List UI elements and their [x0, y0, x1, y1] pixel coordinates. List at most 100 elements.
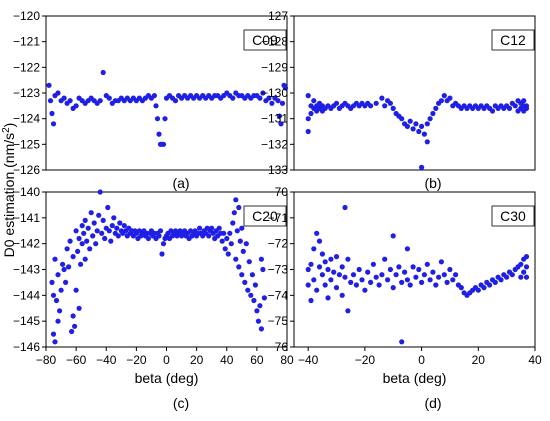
data-point [373, 274, 379, 280]
data-point [308, 110, 314, 117]
y-tick-label: −143 [13, 263, 40, 277]
data-point [269, 100, 275, 106]
data-point [260, 90, 266, 96]
data-point [518, 261, 524, 267]
data-point [404, 123, 410, 129]
y-tick-label: −74 [268, 288, 289, 302]
y-tick-label: −124 [13, 112, 40, 126]
x-tick-label: −40 [96, 353, 117, 367]
data-point [69, 328, 75, 335]
data-point [233, 256, 239, 262]
y-tick-label: −140 [13, 185, 40, 199]
data-point [197, 225, 203, 231]
data-point [308, 261, 314, 267]
panel-sublabel: (a) [172, 175, 189, 191]
data-point [243, 241, 249, 247]
data-point [64, 246, 70, 252]
data-point [504, 274, 510, 280]
panel-tag-box [243, 205, 287, 227]
data-point [362, 287, 368, 293]
data-point [339, 264, 345, 270]
data-point [58, 287, 64, 293]
data-point [233, 197, 239, 203]
data-point [105, 204, 111, 211]
data-point [368, 279, 374, 285]
data-point [342, 204, 348, 211]
data-point [75, 248, 81, 254]
data-point [242, 279, 248, 285]
data-point [114, 225, 120, 231]
data-point [387, 100, 393, 106]
data-point [390, 285, 396, 291]
data-point [305, 266, 311, 273]
data-point [278, 121, 284, 127]
y-tick-label: −128 [261, 35, 288, 49]
data-point [230, 95, 236, 101]
data-point [73, 103, 79, 109]
data-point [316, 238, 323, 244]
data-point [311, 277, 317, 283]
data-point [221, 230, 227, 236]
y-tick-label: −70 [268, 185, 289, 199]
data-point [266, 95, 272, 101]
data-point [404, 277, 410, 283]
data-point [91, 220, 97, 226]
panel-tag: C30 [500, 208, 526, 224]
data-point [311, 246, 317, 252]
data-point [433, 282, 439, 288]
data-point [427, 116, 433, 122]
data-point [399, 116, 405, 122]
data-point [419, 279, 425, 285]
data-point [336, 272, 342, 278]
data-point [328, 256, 334, 262]
data-point [109, 223, 115, 229]
data-point [225, 251, 231, 257]
data-point [498, 277, 504, 283]
y-tick-label: −129 [261, 60, 288, 74]
data-point [382, 256, 388, 262]
data-point [60, 261, 66, 267]
data-point [260, 266, 266, 273]
data-point [438, 98, 444, 104]
data-point [228, 241, 234, 247]
data-point [257, 303, 263, 309]
data-point [333, 100, 340, 106]
data-point [97, 98, 103, 104]
data-point [156, 131, 162, 137]
data-point [506, 105, 513, 111]
data-point [509, 272, 515, 278]
data-point [311, 98, 317, 104]
x-tick-label: −60 [66, 353, 87, 367]
y-tick-label: −144 [13, 288, 40, 302]
data-point [172, 98, 179, 104]
data-point [240, 248, 246, 254]
data-point [333, 254, 340, 260]
data-point [100, 69, 106, 76]
data-point [67, 98, 73, 104]
data-point [523, 264, 530, 270]
data-point [52, 256, 58, 262]
data-point [258, 256, 264, 262]
y-tick-label: −130 [261, 86, 288, 100]
data-point [88, 210, 94, 216]
data-point [305, 128, 311, 135]
data-point [387, 266, 393, 273]
panel-sublabel: (d) [424, 395, 441, 411]
data-point [222, 246, 228, 252]
data-point [157, 228, 164, 234]
data-point [227, 230, 233, 236]
data-point [245, 287, 251, 293]
data-point [441, 93, 447, 99]
y-tick-label: −125 [13, 137, 40, 151]
data-point [492, 279, 498, 285]
data-point [379, 95, 385, 101]
data-point [50, 292, 57, 298]
data-point [322, 282, 328, 288]
data-point [447, 95, 453, 101]
data-point [348, 279, 354, 285]
data-point [106, 95, 112, 101]
data-point [523, 254, 530, 260]
y-axis-label-main: D0 estimation (nm/s [1, 133, 17, 257]
data-point [73, 228, 79, 234]
